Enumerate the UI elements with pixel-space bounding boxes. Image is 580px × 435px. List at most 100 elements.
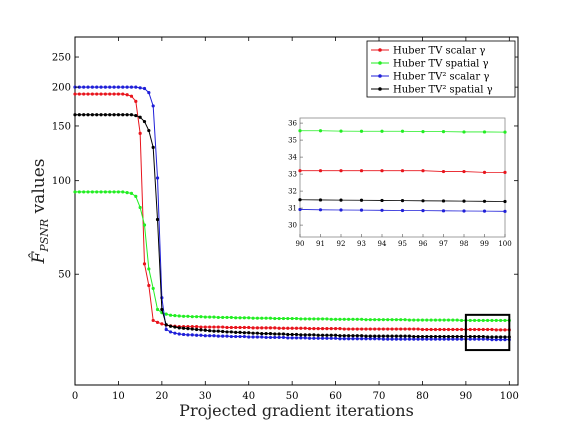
legend-swatch-marker xyxy=(378,74,382,78)
data-point xyxy=(234,316,238,320)
data-point xyxy=(112,92,116,96)
data-point xyxy=(203,325,207,329)
data-point xyxy=(351,337,355,341)
data-point xyxy=(264,332,268,336)
data-point xyxy=(481,318,485,323)
data-point xyxy=(212,334,216,338)
inset-data-point xyxy=(503,130,507,134)
inset-data-point xyxy=(462,209,466,213)
data-point xyxy=(247,325,251,330)
data-point xyxy=(407,318,412,322)
data-point xyxy=(190,325,194,329)
data-point xyxy=(264,326,268,330)
data-point xyxy=(138,131,142,135)
data-point xyxy=(168,330,173,334)
data-point xyxy=(333,317,338,321)
data-point xyxy=(142,119,147,124)
data-point xyxy=(338,337,342,341)
data-point xyxy=(95,190,99,194)
data-point xyxy=(255,331,260,335)
data-point xyxy=(155,217,160,222)
data-point xyxy=(216,325,220,329)
inset-data-point xyxy=(503,199,507,204)
inset-x-tick-label: 93 xyxy=(357,240,366,248)
data-point xyxy=(160,307,164,312)
inset-y-tick-label: 32 xyxy=(288,188,297,196)
data-point xyxy=(129,113,134,117)
data-point xyxy=(95,85,99,89)
data-point xyxy=(307,317,312,321)
inset-data-point xyxy=(441,199,446,203)
data-point xyxy=(394,334,398,338)
data-point xyxy=(108,85,112,89)
data-point xyxy=(95,113,99,117)
data-point xyxy=(425,337,429,341)
inset-data-point xyxy=(441,209,446,213)
data-point xyxy=(121,113,125,117)
inset-data-point xyxy=(359,129,364,133)
data-point xyxy=(121,190,125,194)
data-point xyxy=(386,318,390,322)
data-point xyxy=(147,91,151,95)
data-point xyxy=(251,316,255,320)
data-point xyxy=(229,325,233,330)
x-tick-label: 70 xyxy=(373,391,386,402)
data-point xyxy=(268,332,273,336)
data-point xyxy=(281,335,286,340)
x-axis-label: Projected gradient iterations xyxy=(179,401,414,420)
data-point xyxy=(268,316,273,320)
data-point xyxy=(347,317,351,321)
data-point xyxy=(255,326,260,330)
data-point xyxy=(407,337,412,341)
data-point xyxy=(373,337,377,341)
data-point xyxy=(125,191,129,195)
data-point xyxy=(425,334,429,339)
data-point xyxy=(168,313,173,317)
data-point xyxy=(190,333,194,337)
data-point xyxy=(468,337,472,341)
data-point xyxy=(199,325,203,329)
data-point xyxy=(494,318,498,323)
data-point xyxy=(103,190,107,194)
data-point xyxy=(455,318,459,322)
data-point xyxy=(381,334,385,338)
data-point xyxy=(277,332,281,336)
data-point xyxy=(251,331,255,335)
data-point xyxy=(181,326,186,330)
data-point xyxy=(307,327,312,331)
inset-data-point xyxy=(462,199,466,203)
data-point xyxy=(494,335,498,339)
data-point xyxy=(325,336,329,340)
data-point xyxy=(320,333,325,337)
data-point xyxy=(416,318,420,322)
data-point xyxy=(208,325,212,329)
y-tick-label: 200 xyxy=(52,83,71,94)
data-point xyxy=(451,337,455,341)
data-point xyxy=(229,334,233,339)
inset-data-point xyxy=(380,129,384,133)
data-point xyxy=(147,128,151,133)
data-point xyxy=(394,337,398,341)
data-point xyxy=(481,327,485,332)
data-point xyxy=(438,334,442,339)
data-point xyxy=(138,86,142,90)
data-point xyxy=(99,190,103,194)
data-point xyxy=(386,337,390,341)
data-point xyxy=(316,333,320,337)
data-point xyxy=(386,334,390,338)
inset-x-tick-label: 92 xyxy=(337,240,346,248)
inset-data-point xyxy=(380,169,384,173)
data-point xyxy=(186,314,190,318)
data-point xyxy=(177,326,181,330)
inset-data-point xyxy=(298,207,302,212)
data-point xyxy=(242,325,246,330)
inset-data-point xyxy=(421,199,425,203)
data-point xyxy=(199,333,203,337)
data-point xyxy=(399,327,403,331)
data-point xyxy=(103,92,107,96)
data-point xyxy=(438,318,442,322)
data-point xyxy=(303,333,307,337)
inset-x-tick-label: 98 xyxy=(460,240,469,248)
legend-entry: Huber TV spatial γ xyxy=(393,59,489,70)
data-point xyxy=(394,318,398,322)
